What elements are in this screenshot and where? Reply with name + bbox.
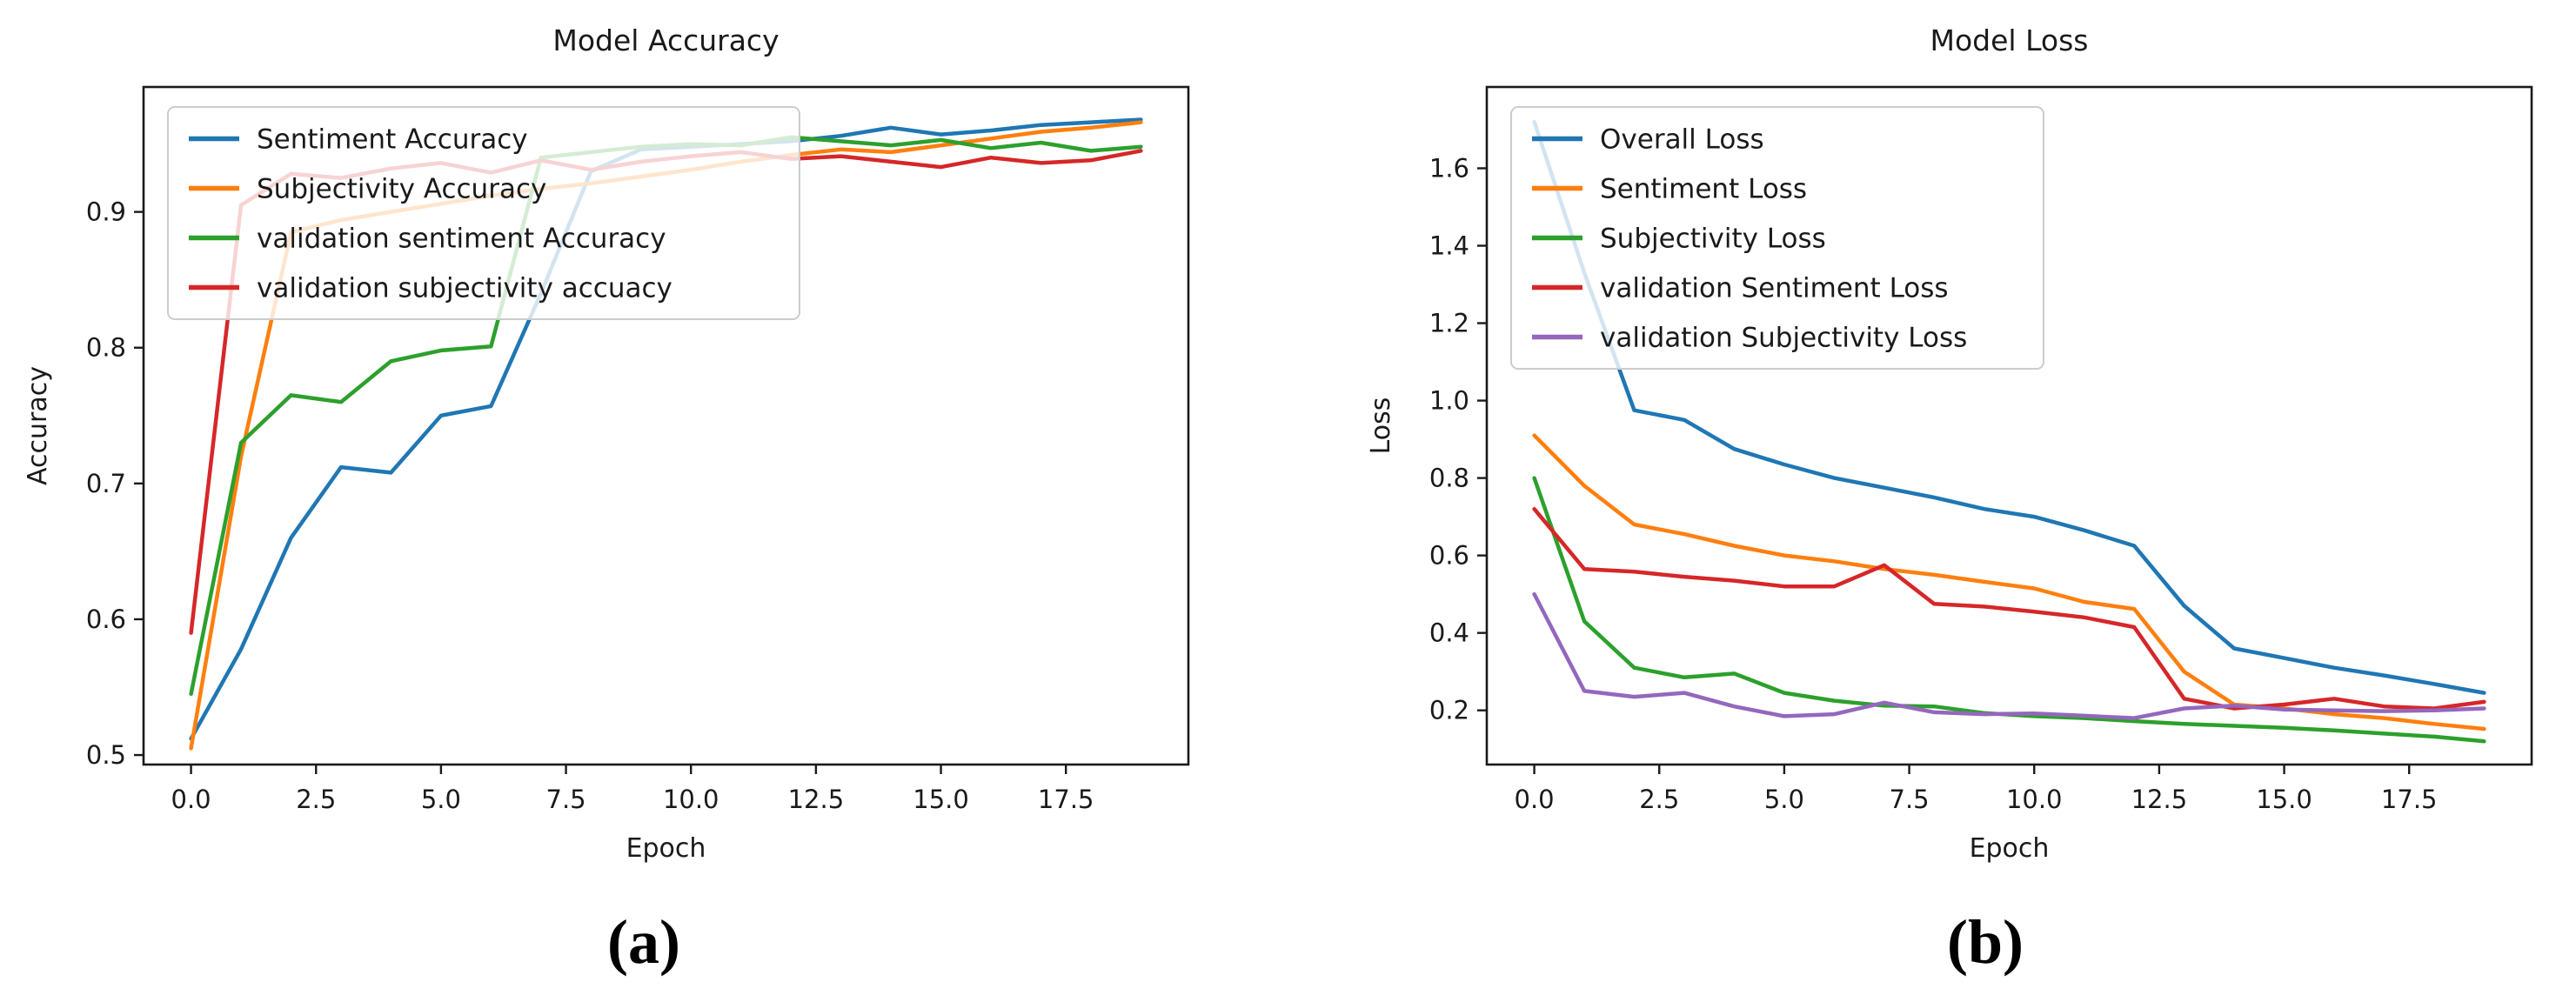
model-loss-chart: 0.0 2.5 5.0 7.5 10.0 12.5 15.0 17.5 0.2 0.4 0.6 0.8… xyxy=(1366,23,2533,864)
line-overall-loss xyxy=(1532,119,2486,695)
x-tick-label: 5.0 xyxy=(421,785,461,814)
x-tick-label: 0.0 xyxy=(1515,785,1555,814)
legend-label-subjectivity-accuracy: Subjectivity Accuracy xyxy=(257,174,546,205)
legend-label-subjectivity-loss: Subjectivity Loss xyxy=(1600,224,1826,255)
y-tick-label: 1.2 xyxy=(1429,309,1469,338)
y-tick-label: 0.2 xyxy=(1429,696,1469,725)
legend-box xyxy=(167,106,800,320)
axes-frame xyxy=(1485,85,2533,766)
x-tick-label: 15.0 xyxy=(913,785,969,814)
x-tick-label: 7.5 xyxy=(1890,785,1930,814)
x-tick-label: 7.5 xyxy=(546,785,586,814)
y-tick-label: 0.4 xyxy=(1429,618,1469,648)
y-tick-label: 0.8 xyxy=(1429,464,1469,493)
subfigure-caption-a: (a) xyxy=(607,907,680,977)
legend-label-validation-sentiment-accuracy: validation sentiment Accuracy xyxy=(257,224,666,255)
x-tick-label: 10.0 xyxy=(2006,785,2063,814)
x-tick-label: 5.0 xyxy=(1764,785,1804,814)
y-tick-label: 0.7 xyxy=(86,469,126,498)
legend: Overall Loss Sentiment Loss Subjectivity L… xyxy=(1510,106,2044,370)
y-axis-label: Loss xyxy=(1366,397,1396,455)
x-tick-label: 12.5 xyxy=(788,785,845,814)
x-tick-label: 0.0 xyxy=(171,785,211,814)
chart-title: Model Accuracy xyxy=(552,23,779,57)
x-axis-label: Epoch xyxy=(626,833,706,864)
line-validation-sentiment-loss xyxy=(1532,506,2486,711)
x-tick-label: 17.5 xyxy=(2381,785,2438,814)
legend-label-sentiment-accuracy: Sentiment Accuracy xyxy=(257,124,528,156)
legend-label-sentiment-loss: Sentiment Loss xyxy=(1600,174,1807,205)
model-accuracy-chart: 0.0 2.5 5.0 7.5 10.0 12.5 15.0 17.5 0.5 0.6 0.7 0.8… xyxy=(23,23,1190,864)
y-tick-label: 1.6 xyxy=(1429,153,1469,183)
chart-title: Model Loss xyxy=(1930,23,2089,57)
legend-box xyxy=(1510,106,2044,370)
y-tick-label: 0.8 xyxy=(86,333,126,363)
x-tick-label: 2.5 xyxy=(1639,785,1679,814)
y-tick-label: 1.0 xyxy=(1429,386,1469,416)
y-tick-label: 0.6 xyxy=(1429,541,1469,571)
y-tick-label: 0.5 xyxy=(86,740,126,770)
legend-label-validation-sentiment-loss: validation Sentiment Loss xyxy=(1600,273,1949,304)
y-tick-label: 0.9 xyxy=(86,197,126,227)
axes-frame xyxy=(142,85,1190,766)
y-tick-label: 0.6 xyxy=(86,605,126,634)
line-sentiment-loss xyxy=(1532,433,2486,731)
subfigure-caption-b: (b) xyxy=(1947,907,2024,977)
x-tick-label: 12.5 xyxy=(2131,785,2188,814)
y-tick-label: 1.4 xyxy=(1429,231,1469,261)
x-tick-label: 17.5 xyxy=(1038,785,1094,814)
x-axis-label: Epoch xyxy=(1970,833,2050,864)
x-tick-label: 2.5 xyxy=(296,785,336,814)
legend-label-validation-subjectivity-accuacy: validation subjectivity accuacy xyxy=(257,273,672,304)
legend: Sentiment Accuracy Subjectivity Accuracy v… xyxy=(167,106,800,320)
legend-label-overall-loss: Overall Loss xyxy=(1600,124,1764,156)
line-validation-subjectivity-loss xyxy=(1532,591,2486,720)
y-axis-label: Accuracy xyxy=(23,366,53,485)
x-tick-label: 10.0 xyxy=(663,785,719,814)
legend-label-validation-subjectivity-loss: validation Subjectivity Loss xyxy=(1600,323,1967,354)
x-tick-label: 15.0 xyxy=(2256,785,2312,814)
